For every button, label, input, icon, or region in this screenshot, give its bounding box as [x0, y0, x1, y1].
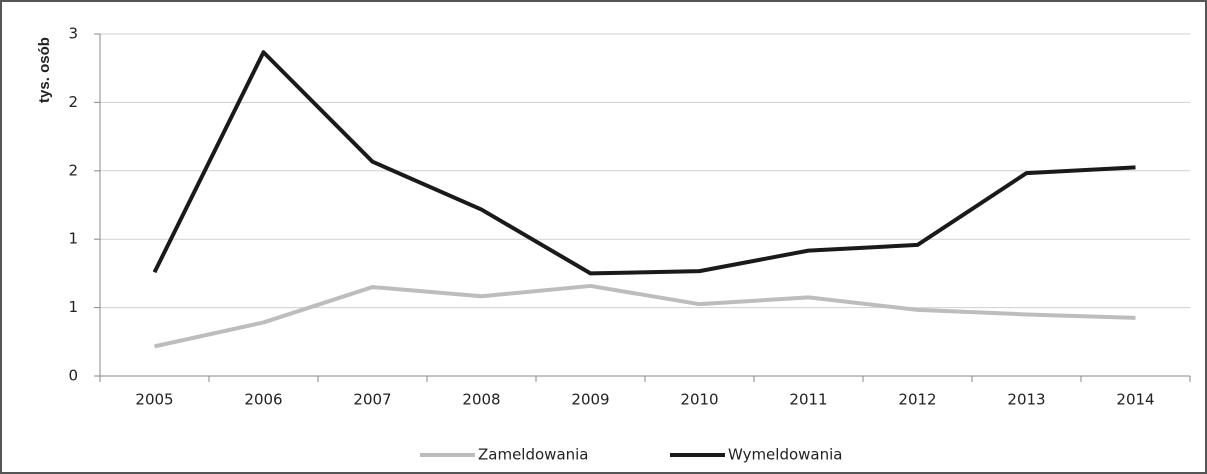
x-tick-label: 2010 — [680, 391, 718, 409]
x-tick-label: 2009 — [571, 391, 609, 409]
y-axis-label: tys. osób — [36, 37, 53, 103]
x-tick-label: 2005 — [135, 391, 173, 409]
x-tick-label: 2013 — [1007, 391, 1045, 409]
legend-label: Wymeldowania — [728, 446, 842, 464]
y-tick-label: 2 — [68, 93, 78, 111]
y-tick-label: 3 — [68, 25, 78, 43]
x-tick-label: 2012 — [898, 391, 936, 409]
y-tick-label: 2 — [68, 161, 78, 179]
x-tick-label: 2011 — [789, 391, 827, 409]
y-tick-label: 0 — [68, 367, 78, 385]
x-tick-label: 2014 — [1116, 391, 1154, 409]
x-tick-label: 2008 — [462, 391, 500, 409]
y-tick-label: 1 — [68, 298, 78, 316]
series-line — [152, 50, 1136, 276]
y-tick-label: 1 — [68, 230, 78, 248]
series-line — [154, 283, 1136, 349]
legend-label: Zameldowania — [478, 446, 589, 464]
x-tick-label: 2007 — [353, 391, 391, 409]
x-tick-label: 2006 — [244, 391, 282, 409]
